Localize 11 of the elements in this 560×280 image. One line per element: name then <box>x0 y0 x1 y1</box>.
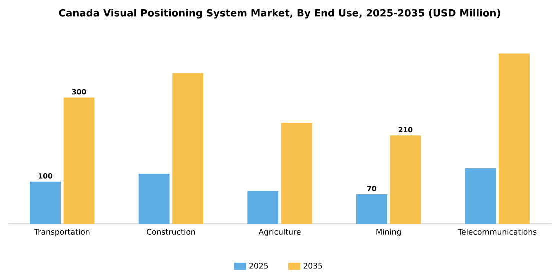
bar <box>64 98 95 224</box>
bar <box>356 194 388 224</box>
bar <box>138 174 170 224</box>
bar <box>172 73 204 224</box>
bar <box>30 182 61 224</box>
bar <box>390 136 422 224</box>
bar <box>499 54 530 224</box>
bar <box>248 191 279 224</box>
bar <box>281 123 312 224</box>
bar <box>465 168 496 224</box>
chart-title: Canada Visual Positioning System Market, By End Use, 2025-2035 (USD Million) <box>59 9 500 19</box>
